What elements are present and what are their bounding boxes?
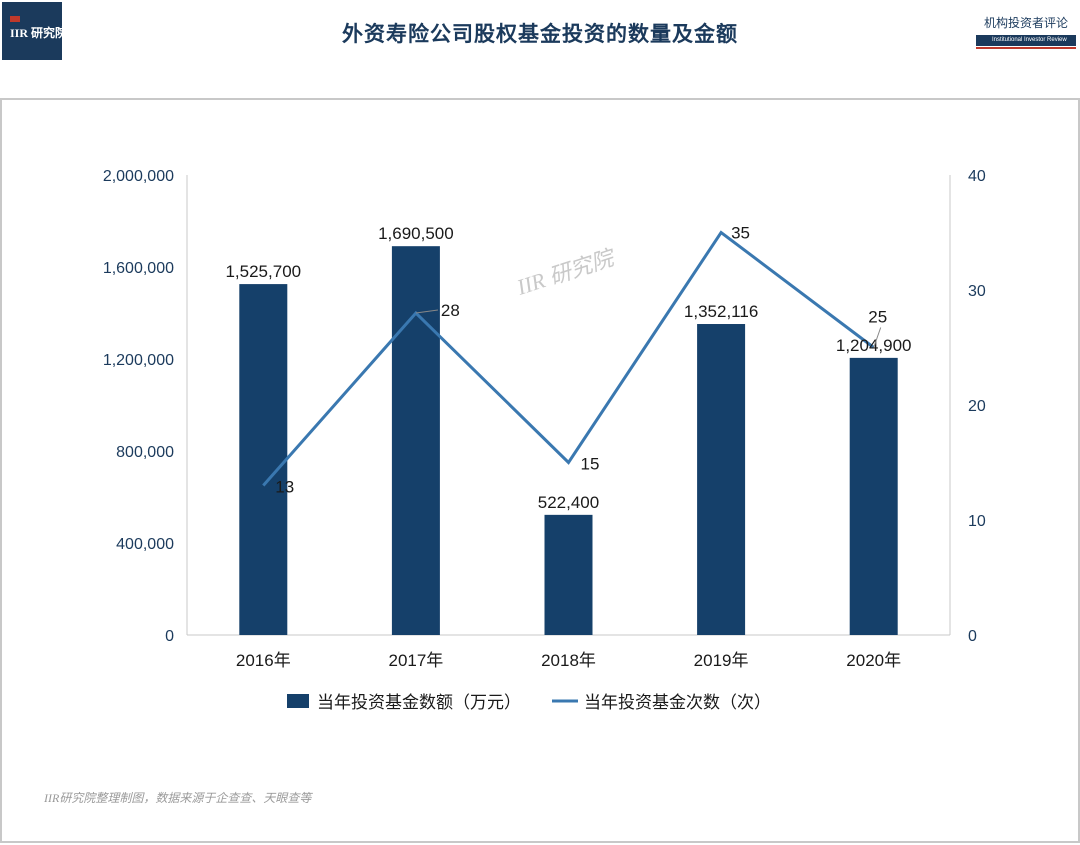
y-left-tick-label: 1,600,000 [103,260,174,277]
source-note: IIR研究院整理制图，数据来源于企查查、天眼查等 [44,791,312,805]
bar-data-label: 1,690,500 [378,224,454,243]
series-line [262,230,875,487]
x-tick-label: 2020年 [846,651,901,670]
legend-label-bar: 当年投资基金数额（万元） [317,693,521,712]
bar-data-label: 1,352,116 [684,302,758,321]
bar-data-label: 1,525,700 [225,262,301,281]
y-left-tick-label: 1,200,000 [103,352,174,369]
y-right-tick-label: 10 [968,513,986,530]
y-right-tick-label: 40 [968,168,986,185]
leader-line [873,327,882,348]
line-data-label: 28 [441,301,460,320]
x-tick-label: 2018年 [541,651,596,670]
line-data-label: 25 [868,308,887,327]
bar [544,514,593,635]
legend-label-line: 当年投资基金次数（次） [584,693,771,712]
bar-data-label: 522,400 [538,493,599,512]
y-left-tick-label: 0 [165,628,174,645]
y-left-tick-label: 800,000 [116,444,174,461]
logo-mark [10,16,20,22]
brand: 机构投资者评论 Institutional Investor Review [976,14,1076,49]
bar [849,357,898,635]
leader-line [415,309,438,314]
brand-divider [976,47,1076,49]
line-data-label: 15 [581,455,600,474]
y-left-tick-label: 400,000 [116,536,174,553]
line-data-label: 13 [275,478,294,497]
legend-swatch-bar [287,694,309,708]
x-tick-label: 2017年 [388,651,443,670]
brand-en: Institutional Investor Review [976,35,1076,46]
legend: 当年投资基金数额（万元） 当年投资基金次数（次） [287,693,771,712]
page-title: 外资寿险公司股权基金投资的数量及金额 [342,23,738,46]
bar [697,324,746,635]
y-right-tick-label: 30 [968,283,986,300]
x-tick-label: 2019年 [694,651,749,670]
logo: IIR 研究院 [2,2,67,60]
bar-data-label: 1,204,900 [836,336,912,355]
logo-text: IIR 研究院 [10,26,68,40]
brand-cn: 机构投资者评论 [983,16,1068,30]
chart-frame [0,98,1080,843]
bar [391,246,440,635]
watermark: IIR 研究院 [513,244,619,300]
y-right-tick-label: 0 [968,628,977,645]
bar [239,284,288,635]
y-left-tick-label: 2,000,000 [103,168,174,185]
y-right-tick-label: 20 [968,398,986,415]
line-data-label: 35 [731,224,750,243]
x-tick-label: 2016年 [236,651,291,670]
